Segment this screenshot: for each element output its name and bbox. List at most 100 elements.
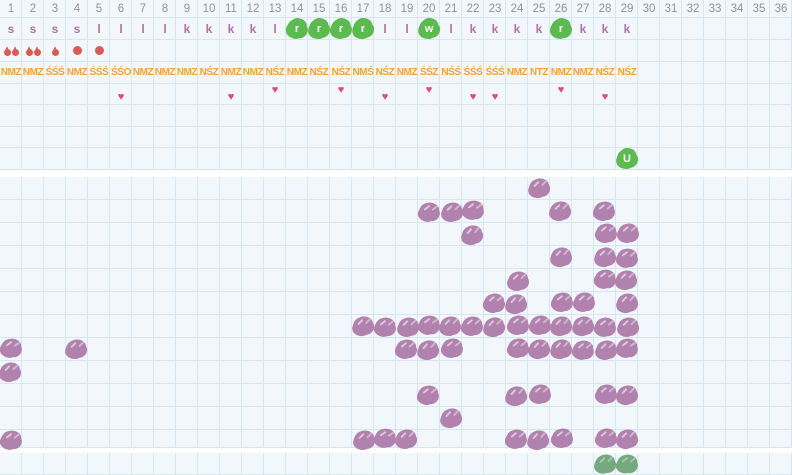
heart-icon: ♥ [337, 83, 345, 96]
observation-code: NMZ [66, 67, 88, 78]
day-number[interactable]: 1 [7, 2, 15, 15]
letter-mark: r [316, 22, 322, 35]
day-number[interactable]: 27 [576, 2, 590, 15]
letter-mark: s [51, 21, 59, 36]
letter-mark: s [29, 21, 37, 36]
observation-code: NTZ [529, 67, 549, 78]
letter-cell: s [0, 18, 22, 39]
observation-code: NMZ [220, 67, 242, 78]
flow-cell [22, 40, 44, 61]
day-number[interactable]: 11 [225, 2, 237, 15]
letter-mark: l [119, 21, 123, 36]
chart-row [0, 361, 792, 384]
day-number[interactable]: 21 [444, 2, 458, 15]
chart-dot [528, 178, 550, 198]
chart-dot [507, 315, 529, 335]
observation-code: NMZ [154, 67, 176, 78]
chart-dot [594, 317, 616, 337]
observation-code: ŚŚŚ [485, 67, 505, 78]
day-number[interactable]: 30 [642, 2, 656, 15]
chart-dot [65, 339, 87, 359]
day-number[interactable]: 36 [774, 2, 788, 15]
heart-cell: ♥ [110, 84, 132, 104]
chart-dot [462, 200, 484, 220]
day-number[interactable]: 13 [268, 2, 282, 15]
day-number[interactable]: 20 [422, 2, 436, 15]
day-number[interactable]: 33 [708, 2, 722, 15]
drop-icon [3, 45, 11, 56]
chart-dot [461, 316, 483, 336]
day-number[interactable]: 5 [95, 2, 103, 15]
day-number[interactable]: 29 [620, 2, 634, 15]
chart-dot [551, 428, 573, 448]
chart-dot [483, 293, 505, 313]
chart-dot [616, 338, 638, 358]
chart-dot [461, 225, 483, 245]
chart-dot [0, 362, 21, 382]
day-number[interactable]: 26 [554, 2, 568, 15]
day-number[interactable]: 34 [730, 2, 744, 15]
header-grid: 1 2 3 4 5 6 7 8 9 10 11 12 13 14 15 16 17 18 19 20 21 22 23 24 2… [0, 0, 792, 170]
observation-code: NŚZ [331, 67, 351, 78]
day-number[interactable]: 16 [334, 2, 348, 15]
day-number[interactable]: 22 [466, 2, 480, 15]
day-number[interactable]: 28 [598, 2, 612, 15]
day-number[interactable]: 18 [378, 2, 392, 15]
chart-dot [507, 271, 529, 291]
chart-dot [550, 247, 572, 267]
letter-mark: k [469, 21, 477, 36]
day-number[interactable]: 9 [183, 2, 191, 15]
day-number[interactable]: 2 [29, 2, 37, 15]
letter-mark: l [449, 21, 453, 36]
chart-dot [374, 317, 396, 337]
day-number[interactable]: 4 [73, 2, 81, 15]
day-number[interactable]: 3 [51, 2, 59, 15]
letter-mark: k [535, 21, 543, 36]
heart-cell: ♥ [418, 84, 440, 104]
chart-row [0, 223, 792, 246]
day-number[interactable]: 24 [510, 2, 524, 15]
drop-icon [51, 45, 59, 56]
observation-code: NMZ [550, 67, 572, 78]
chart-row [0, 292, 792, 315]
observation-code: ŚŚZ [419, 67, 439, 78]
day-number[interactable]: 12 [246, 2, 260, 15]
day-number[interactable]: 8 [161, 2, 169, 15]
day-number[interactable]: 14 [290, 2, 304, 15]
letter-mark: l [273, 21, 277, 36]
marker-glyph: U [623, 152, 631, 165]
chart-dot [353, 430, 375, 450]
day-number[interactable]: 23 [488, 2, 502, 15]
day-number[interactable]: 19 [400, 2, 414, 15]
chart-row [0, 177, 792, 200]
day-number[interactable]: 31 [664, 2, 678, 15]
observation-code: NMZ [22, 67, 44, 78]
day-number[interactable]: 15 [312, 2, 326, 15]
observation-code: NMZ [506, 67, 528, 78]
letter-cell: s [22, 18, 44, 39]
drop-icon [33, 45, 41, 56]
marker-row: U [0, 148, 792, 170]
chart-dot [616, 293, 638, 313]
day-number[interactable]: 17 [356, 2, 370, 15]
empty-row [0, 127, 792, 148]
day-number[interactable]: 6 [117, 2, 125, 15]
day-number[interactable]: 25 [532, 2, 546, 15]
chart-dot [0, 430, 22, 450]
spotting-dot-icon [72, 46, 82, 55]
empty-row [0, 105, 792, 127]
blood-drop-icon [51, 45, 59, 56]
chart-dot [505, 386, 527, 406]
day-number[interactable]: 7 [139, 2, 147, 15]
letter-cell: k [506, 18, 528, 39]
day-number[interactable]: 35 [752, 2, 766, 15]
heart-icon: ♥ [491, 90, 499, 103]
chart-dot [616, 248, 638, 268]
chart-dot [483, 317, 505, 337]
day-number[interactable]: 10 [202, 2, 216, 15]
chart-row [0, 200, 792, 223]
day-number[interactable]: 32 [686, 2, 700, 15]
observation-code: NŚZ [617, 67, 637, 78]
chart-dot [441, 202, 463, 222]
